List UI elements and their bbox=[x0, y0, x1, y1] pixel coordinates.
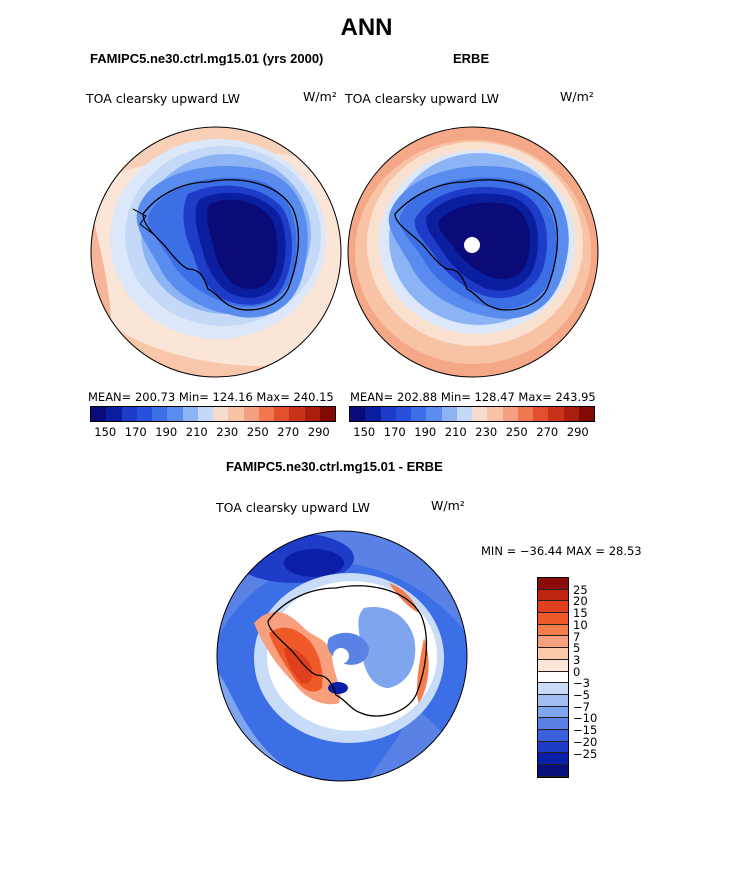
main-title: ANN bbox=[340, 14, 393, 41]
panel2-stats: MEAN= 202.88 Min= 128.47 Max= 243.95 bbox=[350, 390, 596, 404]
colorbar-swatch bbox=[538, 636, 568, 649]
panel2-units-label: W/m² bbox=[560, 89, 594, 104]
colorbar-swatch bbox=[258, 407, 274, 421]
colorbar-tick-label: 20 bbox=[573, 594, 588, 609]
colorbar-swatch bbox=[538, 601, 568, 614]
colorbar-swatch bbox=[197, 407, 213, 421]
colorbar-swatch bbox=[380, 407, 396, 421]
panel1-stats: MEAN= 200.73 Min= 124.16 Max= 240.15 bbox=[88, 390, 334, 404]
colorbar-swatch bbox=[578, 407, 594, 421]
colorbar-tick-label: 150 bbox=[353, 425, 376, 439]
colorbar-tick-label: 5 bbox=[573, 641, 581, 656]
colorbar-swatch bbox=[395, 407, 411, 421]
colorbar-tick-label: −5 bbox=[573, 688, 590, 702]
colorbar-swatch bbox=[289, 407, 305, 421]
colorbar-tick-label: 25 bbox=[573, 582, 588, 597]
colorbar-swatch bbox=[538, 613, 568, 625]
panel3-colorbar bbox=[537, 577, 569, 778]
colorbar-swatch bbox=[472, 407, 488, 421]
panel1-polar-map bbox=[90, 126, 342, 378]
colorbar-tick-label: 3 bbox=[573, 652, 581, 667]
colorbar-swatch bbox=[538, 706, 568, 719]
panel3-stats: MIN = −36.44 MAX = 28.53 bbox=[481, 544, 642, 558]
colorbar-tick-label: 230 bbox=[216, 425, 239, 439]
panel1-units-label: W/m² bbox=[303, 89, 337, 104]
colorbar-swatch bbox=[319, 407, 335, 421]
colorbar-swatch bbox=[538, 729, 568, 742]
colorbar-swatch bbox=[304, 407, 320, 421]
colorbar-tick-label: 290 bbox=[307, 425, 330, 439]
colorbar-tick-label: 7 bbox=[573, 629, 581, 644]
colorbar-swatch bbox=[228, 407, 244, 421]
colorbar-swatch bbox=[502, 407, 518, 421]
colorbar-swatch bbox=[563, 407, 579, 421]
colorbar-tick-label: 15 bbox=[573, 606, 588, 621]
colorbar-swatch bbox=[538, 683, 568, 695]
colorbar-swatch bbox=[213, 407, 229, 421]
colorbar-swatch bbox=[538, 718, 568, 730]
colorbar-swatch bbox=[538, 659, 568, 672]
colorbar-swatch bbox=[152, 407, 168, 421]
colorbar-swatch bbox=[243, 407, 259, 421]
colorbar-tick-label: 190 bbox=[414, 425, 437, 439]
colorbar-swatch bbox=[538, 741, 568, 754]
colorbar-swatch bbox=[274, 407, 290, 421]
colorbar-swatch bbox=[487, 407, 503, 421]
colorbar-tick-label: 170 bbox=[383, 425, 406, 439]
colorbar-tick-label: −10 bbox=[573, 711, 598, 726]
panel1-variable-label: TOA clearsky upward LW bbox=[86, 91, 241, 106]
colorbar-swatch bbox=[538, 624, 568, 637]
colorbar-swatch bbox=[538, 648, 568, 660]
colorbar-swatch bbox=[538, 578, 568, 590]
colorbar-swatch bbox=[441, 407, 457, 421]
colorbar-tick-label: −20 bbox=[573, 734, 598, 749]
panel3-variable-label: TOA clearsky upward LW bbox=[216, 500, 371, 515]
colorbar-swatch bbox=[121, 407, 137, 421]
colorbar-swatch bbox=[456, 407, 472, 421]
colorbar-swatch bbox=[350, 407, 366, 421]
colorbar-swatch bbox=[517, 407, 533, 421]
colorbar-tick-label: −7 bbox=[573, 699, 590, 714]
colorbar-tick-label: 0 bbox=[573, 664, 581, 679]
colorbar-tick-label: 270 bbox=[536, 425, 559, 439]
colorbar-swatch bbox=[411, 407, 427, 421]
panel3-polar-map bbox=[216, 530, 468, 782]
colorbar-tick-label: −25 bbox=[573, 746, 598, 761]
panel2-case-title: ERBE bbox=[453, 51, 490, 66]
colorbar-tick-label: 170 bbox=[124, 425, 147, 439]
panel2-polar-map bbox=[347, 126, 599, 378]
colorbar-tick-label: 210 bbox=[444, 425, 467, 439]
colorbar-swatch bbox=[548, 407, 564, 421]
colorbar-swatch bbox=[538, 589, 568, 602]
panel2-variable-label: TOA clearsky upward LW bbox=[345, 91, 500, 106]
colorbar-swatch bbox=[538, 753, 568, 765]
colorbar-swatch bbox=[538, 671, 568, 684]
colorbar-tick-label: −15 bbox=[573, 723, 598, 738]
colorbar-tick-label: 190 bbox=[155, 425, 178, 439]
panel1-case-title: FAMIPC5.ne30.ctrl.mg15.01 (yrs 2000) bbox=[90, 51, 324, 66]
panel1-colorbar bbox=[90, 406, 336, 422]
colorbar-swatch bbox=[91, 407, 107, 421]
colorbar-tick-label: 210 bbox=[185, 425, 208, 439]
colorbar-swatch bbox=[533, 407, 549, 421]
colorbar-swatch bbox=[538, 765, 568, 777]
colorbar-tick-label: 10 bbox=[573, 617, 588, 632]
colorbar-tick-label: 230 bbox=[475, 425, 498, 439]
colorbar-tick-label: 150 bbox=[94, 425, 117, 439]
colorbar-tick-label: 250 bbox=[505, 425, 528, 439]
colorbar-swatch bbox=[426, 407, 442, 421]
colorbar-swatch bbox=[365, 407, 381, 421]
panel2-colorbar bbox=[349, 406, 595, 422]
colorbar-swatch bbox=[538, 694, 568, 707]
colorbar-tick-label: −3 bbox=[573, 676, 590, 691]
colorbar-swatch bbox=[136, 407, 152, 421]
panel3-case-title: FAMIPC5.ne30.ctrl.mg15.01 - ERBE bbox=[226, 459, 443, 474]
colorbar-tick-label: 290 bbox=[566, 425, 589, 439]
colorbar-swatch bbox=[106, 407, 122, 421]
colorbar-swatch bbox=[167, 407, 183, 421]
colorbar-tick-label: 270 bbox=[277, 425, 300, 439]
colorbar-tick-label: 250 bbox=[246, 425, 269, 439]
panel3-units-label: W/m² bbox=[431, 498, 465, 513]
colorbar-swatch bbox=[182, 407, 198, 421]
